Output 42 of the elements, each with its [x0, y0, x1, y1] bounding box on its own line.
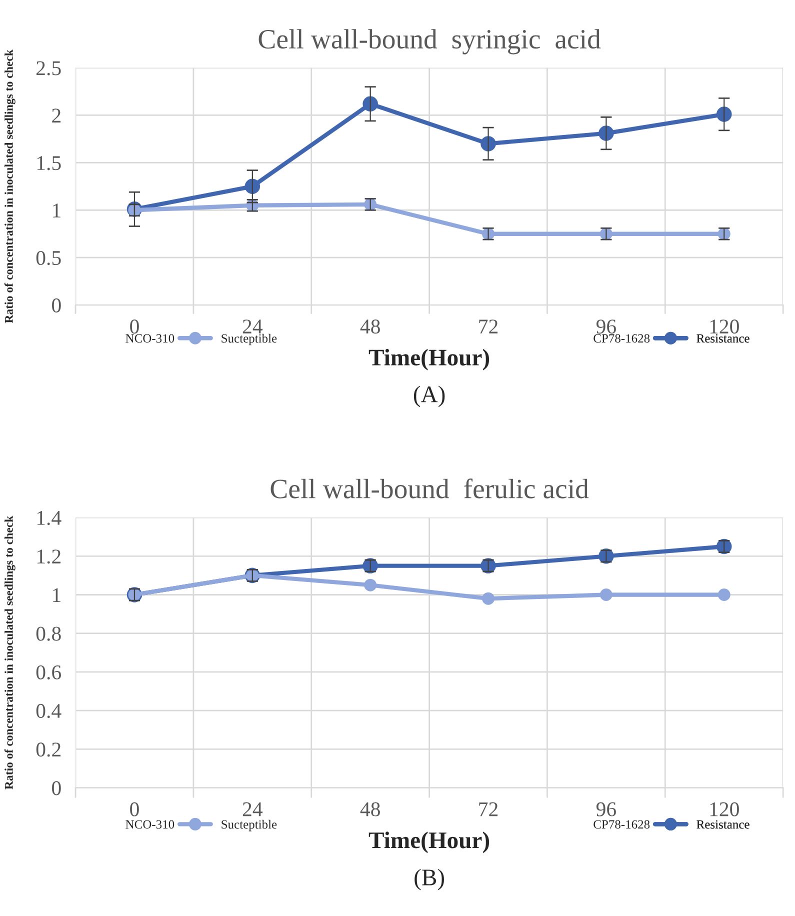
text: NCO-310	[126, 334, 174, 343]
x-axis-title: Time(Hour)	[368, 348, 490, 370]
y-tick-label: 1.5	[37, 156, 61, 170]
x-tick-label: 72	[479, 320, 498, 334]
y-tick-label: 0.2	[36, 742, 60, 757]
y-tick-label: 1.4	[37, 511, 62, 526]
y-tick-label: 2.5	[36, 61, 61, 76]
text: (A)	[414, 386, 445, 408]
x-tick-label: 96	[596, 802, 616, 816]
x-tick-label: 24	[242, 802, 263, 816]
x-tick-label: 48	[360, 320, 380, 334]
text: CP78-1628	[594, 820, 650, 829]
text: CP78-1628	[594, 334, 650, 343]
y-axis-title: Ratio of concentration in inoculated seedlings to check	[4, 50, 16, 324]
y-tick-label: 0.4	[36, 704, 62, 718]
x-tick-label: 72	[479, 802, 498, 816]
text: (B)	[414, 868, 444, 890]
y-tick-label: 0	[52, 781, 61, 796]
y-tick-label: 0.8	[36, 626, 61, 641]
x-tick-label: 0	[130, 320, 139, 334]
y-tick-label: 0.5	[36, 250, 61, 266]
y-tick-label: 0	[52, 298, 61, 312]
legend-label: Resistance	[696, 334, 750, 343]
chart-title: Cell wall-bound ferulic acid	[270, 478, 589, 498]
y-tick-label: 2	[52, 108, 60, 122]
legend-label: Sucteptible	[222, 334, 277, 346]
y-tick-label: 1	[53, 204, 60, 218]
x-tick-label: 120	[710, 320, 739, 334]
x-tick-label: 48	[360, 802, 380, 816]
y-tick-label: 1	[53, 588, 60, 602]
y-tick-label: 0.6	[36, 665, 62, 680]
legend-label: Resistance	[696, 820, 750, 829]
x-tick-label: 24	[242, 320, 263, 334]
x-axis-title: Time(Hour)	[368, 832, 490, 854]
x-tick-label: 120	[710, 802, 739, 816]
chart-title: Cell wall-bound syringic acid	[258, 29, 601, 54]
x-tick-label: 96	[596, 320, 616, 334]
y-axis-title: Ratio of concentration in inoculated seedlings to check	[4, 516, 16, 790]
y-tick-label: 1.2	[37, 550, 60, 564]
x-tick-label: 0	[130, 802, 139, 816]
legend-label: Sucteptible	[222, 820, 277, 832]
text: NCO-310	[126, 820, 174, 829]
